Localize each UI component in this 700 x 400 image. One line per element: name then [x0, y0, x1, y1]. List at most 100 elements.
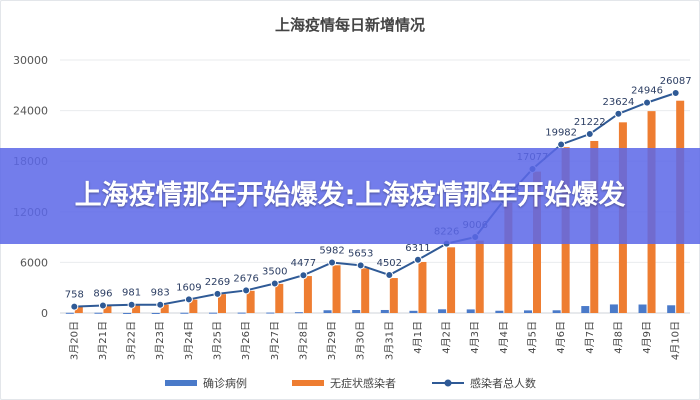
headline-banner: 上海疫情那年开始爆发:上海疫情那年开始爆发 — [0, 148, 700, 244]
bar-confirmed — [380, 309, 389, 313]
bar-asymptomatic — [103, 305, 112, 313]
x-tick-label: 4月4日 — [498, 321, 510, 354]
bar-asymptomatic — [475, 240, 484, 313]
point-total — [184, 295, 193, 304]
bar-confirmed — [552, 310, 561, 313]
y-tick-label: 6000 — [20, 256, 48, 269]
bar-confirmed — [323, 310, 332, 313]
legend-item: 确诊病例 — [165, 376, 247, 390]
legend-marker — [444, 379, 452, 387]
bar-asymptomatic — [132, 304, 141, 313]
data-label-total: 23624 — [603, 97, 635, 108]
x-tick-label: 4月6日 — [555, 321, 567, 354]
legend-label: 感染者总人数 — [470, 376, 536, 390]
point-total — [98, 301, 107, 310]
point-total — [127, 300, 136, 309]
point-total — [585, 130, 594, 139]
bar-confirmed — [495, 310, 504, 313]
point-total — [213, 289, 222, 298]
bar-confirmed — [638, 304, 647, 313]
bar-asymptomatic — [418, 261, 427, 313]
bar-asymptomatic — [275, 283, 284, 313]
y-tick-label: 24000 — [13, 105, 48, 118]
bar-asymptomatic — [447, 247, 456, 313]
data-label-total: 2676 — [233, 273, 258, 284]
legend-label: 无症状感染者 — [330, 376, 396, 390]
x-tick-label: 3月23日 — [154, 321, 166, 360]
legend-swatch — [165, 380, 197, 386]
bar-confirmed — [409, 310, 418, 313]
bar-asymptomatic — [189, 299, 198, 313]
point-total — [385, 271, 394, 280]
legend-swatch — [292, 380, 324, 386]
x-tick-label: 3月26日 — [240, 321, 252, 360]
x-tick-label: 3月20日 — [68, 321, 80, 360]
data-label-total: 24946 — [631, 86, 663, 97]
bar-confirmed — [581, 306, 590, 313]
x-tick-label: 3月22日 — [126, 321, 138, 360]
x-tick-label: 4月2日 — [441, 321, 453, 354]
bar-confirmed — [667, 305, 676, 313]
data-label-total: 26087 — [660, 76, 692, 87]
x-tick-label: 3月29日 — [326, 321, 338, 360]
x-tick-label: 4月1日 — [412, 321, 424, 354]
bar-confirmed — [151, 312, 160, 314]
point-total — [614, 109, 623, 118]
x-tick-label: 3月31日 — [383, 321, 395, 360]
point-total — [242, 286, 251, 295]
data-label-total: 21222 — [574, 117, 606, 128]
point-total — [671, 88, 680, 97]
x-tick-label: 4月3日 — [469, 321, 481, 354]
bar-asymptomatic — [389, 278, 398, 313]
bar-asymptomatic — [303, 276, 312, 313]
x-tick-label: 3月21日 — [97, 321, 109, 360]
legend-item: 感染者总人数 — [432, 376, 536, 390]
x-tick-label: 3月30日 — [355, 321, 367, 360]
legend-label: 确诊病例 — [203, 376, 247, 390]
x-tick-label: 4月10日 — [670, 321, 682, 360]
bar-asymptomatic — [74, 306, 83, 313]
bar-confirmed — [466, 309, 475, 313]
data-label-total: 6311 — [405, 243, 430, 254]
point-total — [270, 279, 279, 288]
bar-confirmed — [524, 310, 532, 313]
data-label-total: 1609 — [176, 282, 201, 293]
x-tick-label: 3月28日 — [297, 321, 309, 360]
data-label-total: 4477 — [291, 258, 316, 269]
x-tick-label: 4月9日 — [641, 321, 653, 354]
legend-item: 无症状感染者 — [292, 376, 396, 390]
data-label-total: 5653 — [348, 248, 373, 259]
chart-title: 上海疫情每日新增情况 — [274, 16, 425, 34]
x-tick-label: 3月25日 — [212, 321, 224, 360]
bar-confirmed — [65, 312, 74, 314]
bar-confirmed — [294, 312, 303, 314]
bar-confirmed — [180, 312, 189, 314]
data-label-total: 5982 — [319, 246, 344, 257]
bar-confirmed — [237, 312, 246, 314]
headline-text: 上海疫情那年开始爆发:上海疫情那年开始爆发 — [74, 180, 626, 211]
bar-confirmed — [123, 312, 132, 314]
x-tick-label: 4月7日 — [584, 321, 596, 354]
bar-asymptomatic — [246, 290, 255, 313]
bar-confirmed — [609, 304, 618, 313]
data-label-total: 983 — [151, 288, 170, 299]
x-tick-label: 4月5日 — [527, 321, 539, 354]
bar-asymptomatic — [160, 304, 169, 313]
point-total — [156, 300, 165, 309]
bar-confirmed — [438, 309, 447, 313]
bar-confirmed — [266, 312, 275, 314]
data-label-total: 981 — [122, 288, 141, 299]
bar-confirmed — [352, 310, 361, 313]
bar-confirmed — [209, 312, 217, 314]
y-tick-label: 0 — [41, 307, 48, 320]
bar-asymptomatic — [361, 268, 370, 313]
data-label-total: 4502 — [377, 258, 402, 269]
line-total — [74, 92, 677, 308]
x-tick-label: 3月24日 — [183, 321, 195, 360]
bar-asymptomatic — [332, 265, 341, 313]
point-total — [643, 98, 652, 107]
point-total — [70, 302, 79, 311]
point-total — [356, 261, 365, 270]
data-label-total: 2269 — [205, 277, 230, 288]
data-label-total: 758 — [65, 290, 84, 301]
